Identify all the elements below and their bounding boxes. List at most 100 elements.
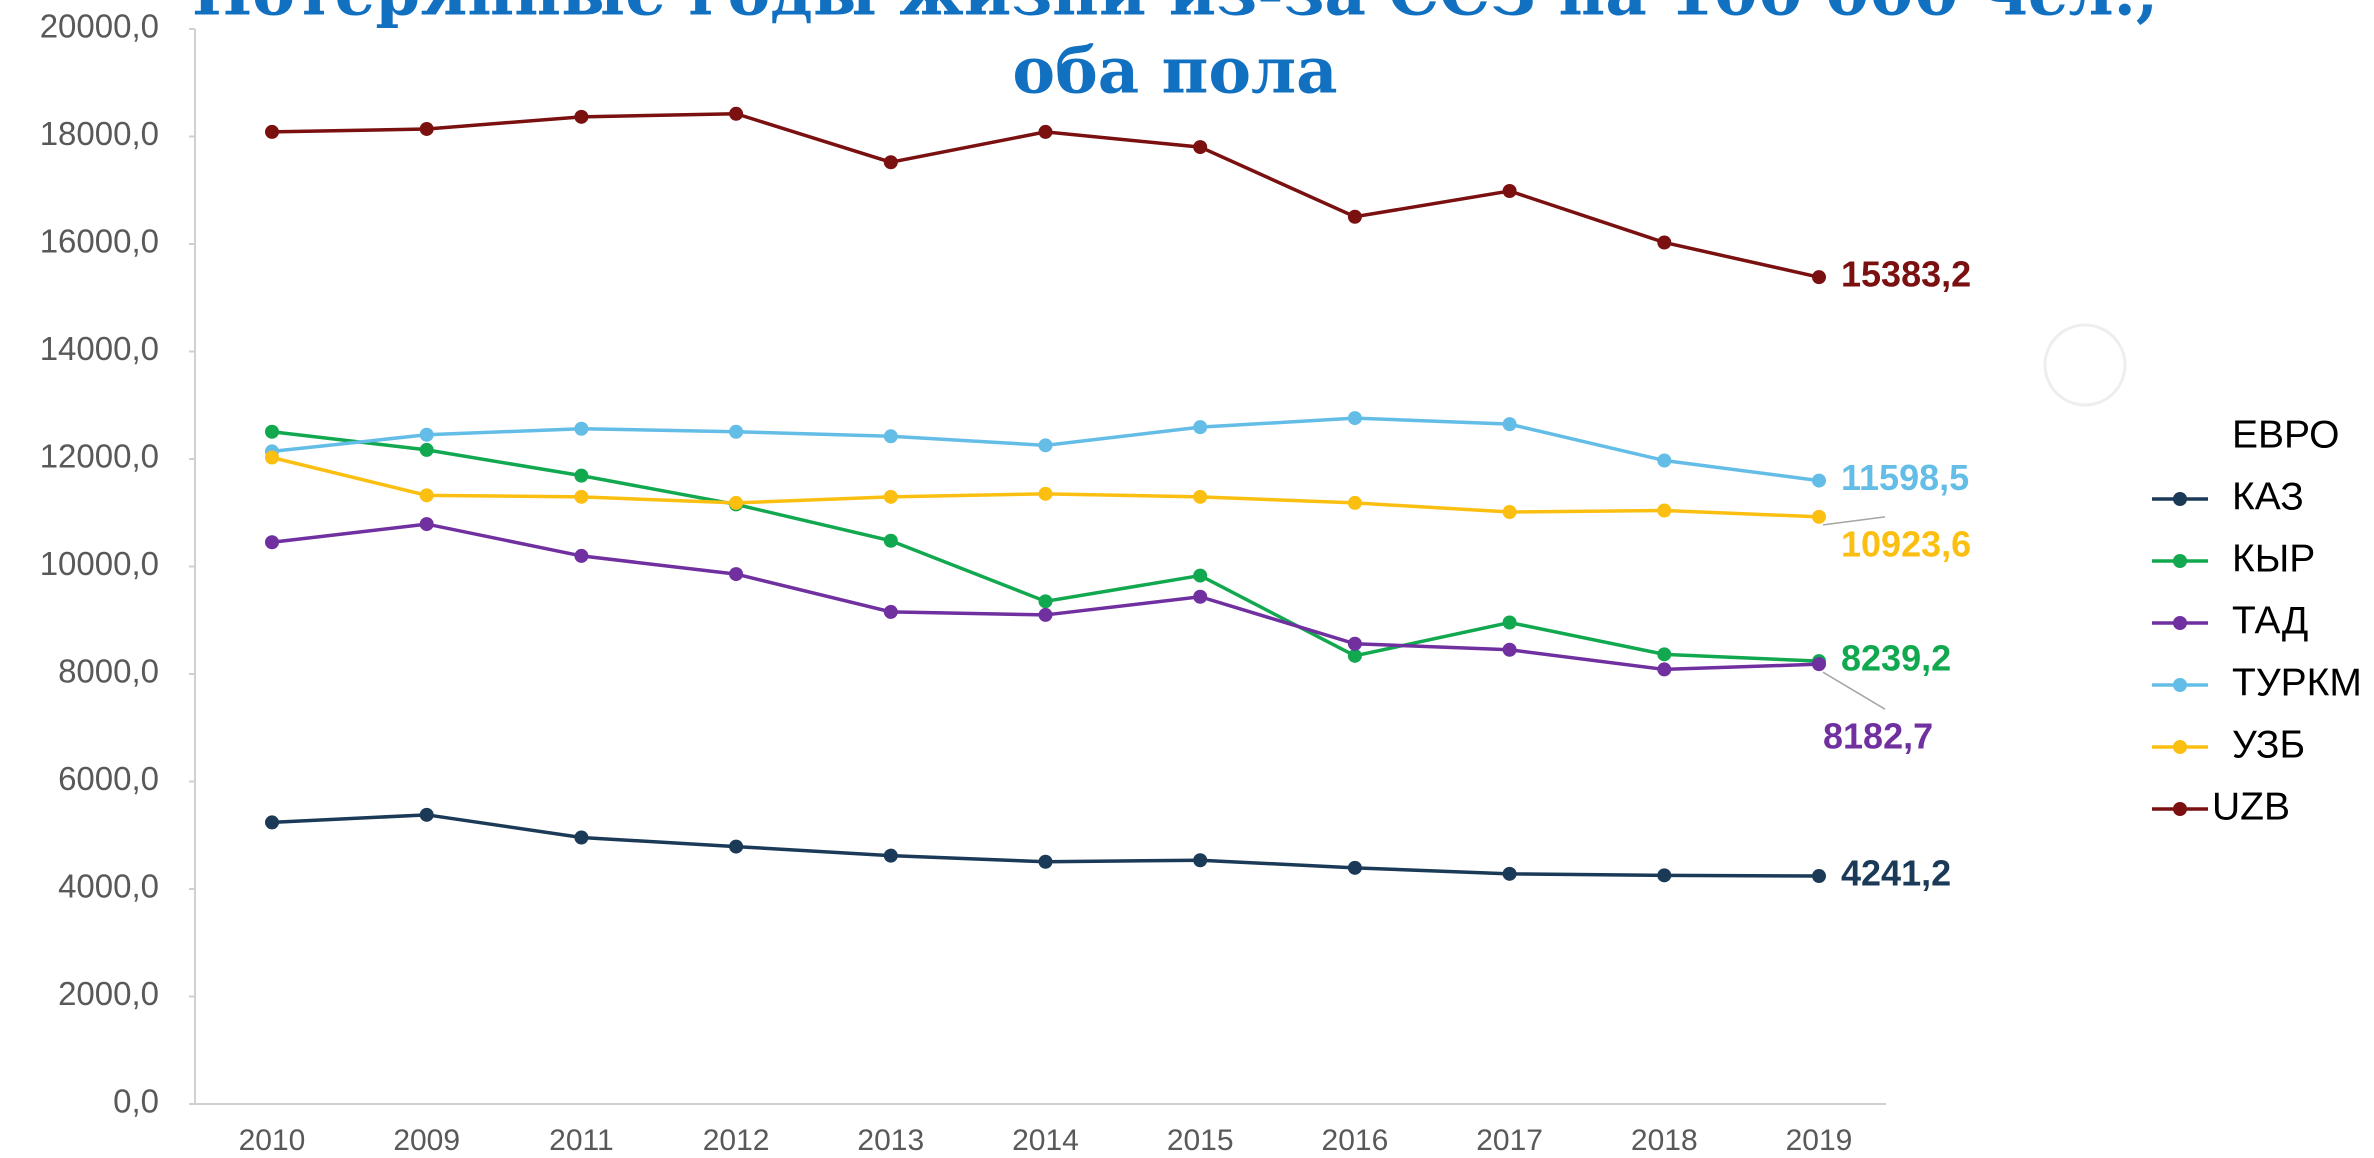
legend-marker [2173,678,2187,692]
x-tick-label: 2009 [393,1124,460,1157]
chart-title: Потерянные годы жизни из-за ССЗ на 100 0… [192,0,2158,31]
data-point [883,533,898,548]
data-point [574,830,589,845]
x-tick-label: 2014 [1012,1124,1079,1157]
data-point [1347,860,1362,875]
legend-marker [2173,492,2187,506]
data-point [574,548,589,563]
data-point [883,155,898,170]
data-point [1038,854,1053,869]
logo-watermark [2043,323,2127,407]
data-point [1347,411,1362,426]
data-label: 8239,2 [1841,638,1951,679]
legend-label: UZB [2212,785,2290,828]
data-point [1038,438,1053,453]
data-point [265,450,279,465]
legend-label: ТУРКМ [2232,661,2362,704]
data-point [265,424,279,439]
data-point [1812,657,1826,672]
legend-label: КАЗ [2232,475,2304,518]
chart-title: оба пола [1012,34,1337,109]
data-point [574,468,589,483]
data-point [574,421,589,436]
y-tick-label: 12000,0 [40,438,159,475]
x-tick-label: 2017 [1476,1124,1543,1157]
y-tick-label: 2000,0 [58,975,159,1012]
y-tick-label: 6000,0 [58,760,159,797]
x-tick-label: 2010 [239,1124,306,1157]
data-point [883,848,898,863]
data-point [1347,209,1362,224]
data-point [1347,648,1362,663]
leader-line [1822,516,1886,526]
legend-marker [2173,554,2187,568]
data-point [1502,417,1517,432]
data-label: 8182,7 [1823,716,1933,757]
data-point [265,815,279,830]
data-point [419,488,434,503]
data-label: 10923,6 [1841,523,1971,564]
data-point [883,489,898,504]
leader-line [1822,671,1886,710]
data-point [883,429,898,444]
data-label: 4241,2 [1841,853,1951,894]
data-point [1657,647,1672,662]
data-point [265,535,279,550]
data-point [1193,489,1208,504]
data-point [1502,184,1517,199]
data-label: 15383,2 [1841,254,1971,295]
x-tick-label: 2016 [1322,1124,1389,1157]
data-point [1502,866,1517,881]
data-point [1347,495,1362,510]
y-tick-label: 16000,0 [40,223,159,260]
legend-label: ТАД [2232,599,2308,642]
y-tick-label: 4000,0 [58,868,159,905]
data-point [1193,568,1208,583]
legend-label: КЫР [2232,537,2315,580]
legend-label: УЗБ [2232,723,2305,766]
data-point [1657,453,1672,468]
series-line [271,430,1820,663]
data-point [419,121,434,136]
legend-label: ЕВРО [2232,413,2340,456]
x-tick-label: 2011 [549,1124,614,1157]
data-point [1657,868,1672,883]
data-point [1812,270,1826,285]
y-tick-label: 8000,0 [58,653,159,690]
data-point [1502,504,1517,519]
legend-marker [2173,740,2187,754]
data-point [1502,615,1517,630]
data-point [729,424,744,439]
data-point [883,604,898,619]
x-tick-label: 2012 [703,1124,770,1157]
data-point [574,109,589,124]
legend-marker [2173,616,2187,630]
data-point [265,124,279,139]
x-tick-label: 2013 [857,1124,924,1157]
data-point [1657,235,1672,250]
data-point [419,427,434,442]
data-point [1812,869,1826,884]
data-point [1193,140,1208,155]
data-point [1038,124,1053,139]
data-point [1812,509,1826,524]
data-point [419,517,434,532]
data-point [1193,420,1208,435]
data-label: 11598,5 [1841,457,1969,498]
data-point [1193,589,1208,604]
y-tick-label: 0,0 [113,1083,159,1120]
data-point [729,567,744,582]
data-point [1657,503,1672,518]
data-point [1502,642,1517,657]
y-tick-label: 14000,0 [40,330,159,367]
data-point [1812,473,1826,488]
data-point [574,489,589,504]
data-point [729,106,744,121]
data-point [1038,607,1053,622]
y-tick-label: 18000,0 [40,115,159,152]
data-point [1657,662,1672,677]
data-point [419,807,434,822]
x-tick-label: 2015 [1167,1124,1234,1157]
data-point [729,839,744,854]
